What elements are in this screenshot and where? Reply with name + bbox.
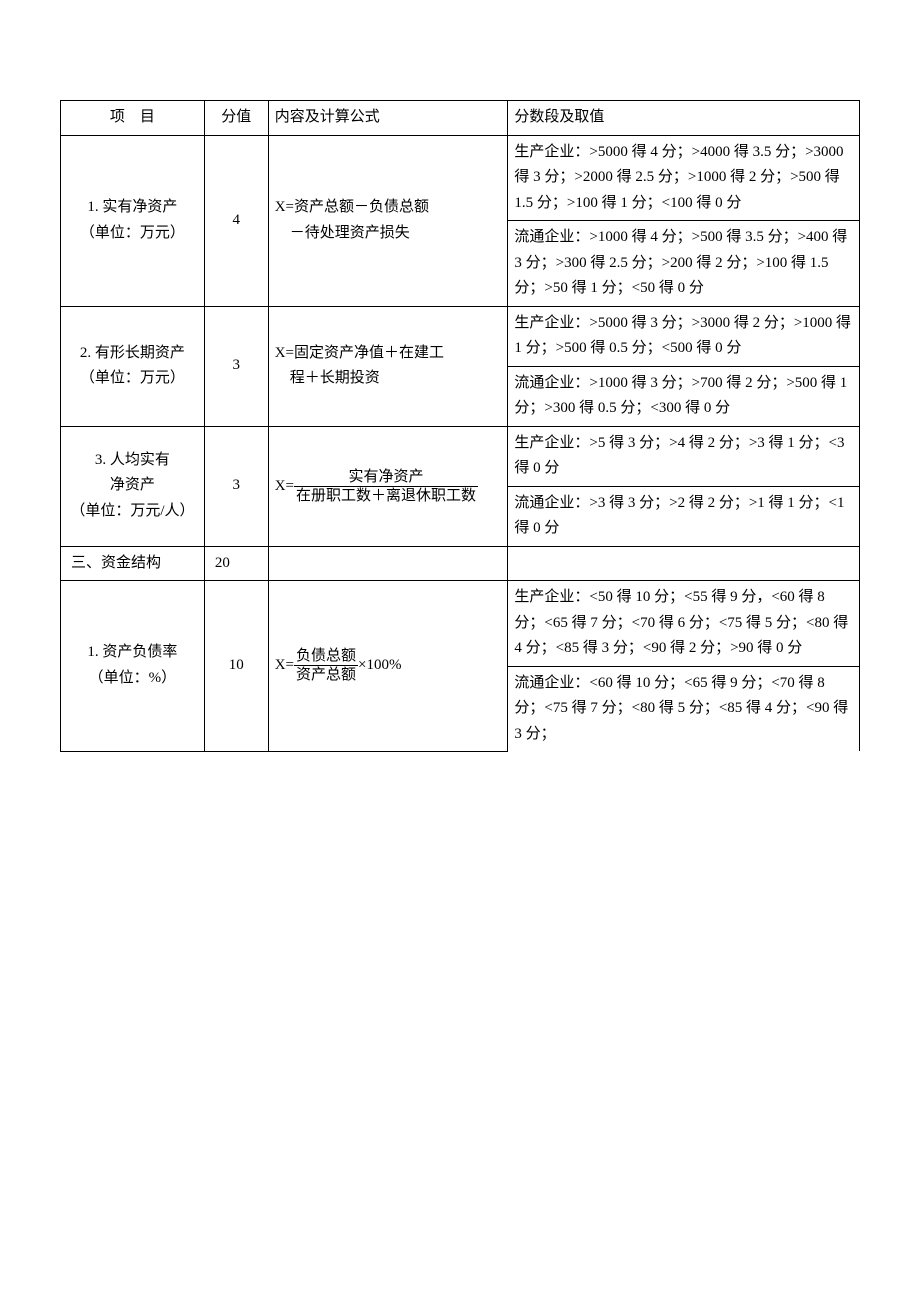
- item-cell: 2. 有形长期资产 （单位：万元）: [61, 306, 205, 426]
- range-cell: 流通企业：<60 得 10 分；<65 得 9 分；<70 得 8 分；<75 …: [508, 666, 860, 751]
- item-text: 3. 人均实有: [95, 452, 170, 468]
- formula-cell: X=固定资产净值＋在建工 程＋长期投资: [268, 306, 508, 426]
- table-row: 2. 有形长期资产 （单位：万元） 3 X=固定资产净值＋在建工 程＋长期投资 …: [61, 306, 860, 366]
- scoring-table: 项 目 分值 内容及计算公式 分数段及取值 1. 实有净资产 （单位：万元） 4…: [60, 100, 860, 752]
- item-unit: （单位：万元）: [80, 370, 185, 386]
- section-range: [508, 546, 860, 581]
- formula-fraction: 实有净资产在册职工数＋离退休职工数: [294, 468, 478, 505]
- item-unit: （单位：%）: [89, 670, 177, 686]
- header-row: 项 目 分值 内容及计算公式 分数段及取值: [61, 101, 860, 136]
- header-score: 分值: [204, 101, 268, 136]
- formula-cell: X=实有净资产在册职工数＋离退休职工数: [268, 426, 508, 546]
- formula-prefix: X=: [275, 657, 294, 673]
- item-cell: 1. 资产负债率 （单位：%）: [61, 581, 205, 752]
- formula-cell: X=资产总额－负债总额 －待处理资产损失: [268, 135, 508, 306]
- item-text: 1. 实有净资产: [87, 199, 177, 215]
- section-row: 三、资金结构 20: [61, 546, 860, 581]
- header-item: 项 目: [61, 101, 205, 136]
- item-unit: （单位：万元/人）: [70, 503, 194, 519]
- score-cell: 4: [204, 135, 268, 306]
- item-cell: 1. 实有净资产 （单位：万元）: [61, 135, 205, 306]
- header-range: 分数段及取值: [508, 101, 860, 136]
- formula-denominator: 在册职工数＋离退休职工数: [294, 487, 478, 505]
- score-cell: 10: [204, 581, 268, 752]
- formula-text: －待处理资产损失: [275, 225, 410, 241]
- range-cell: 生产企业：>5000 得 4 分；>4000 得 3.5 分；>3000 得 3…: [508, 135, 860, 221]
- header-formula: 内容及计算公式: [268, 101, 508, 136]
- range-cell: 流通企业：>3 得 3 分；>2 得 2 分；>1 得 1 分；<1 得 0 分: [508, 486, 860, 546]
- item-text: 2. 有形长期资产: [80, 345, 185, 361]
- table-row: 1. 资产负债率 （单位：%） 10 X=负债总额资产总额×100% 生产企业：…: [61, 581, 860, 667]
- range-cell: 流通企业：>1000 得 4 分；>500 得 3.5 分；>400 得 3 分…: [508, 221, 860, 307]
- formula-suffix: ×100%: [358, 657, 401, 673]
- range-cell: 生产企业：>5000 得 3 分；>3000 得 2 分；>1000 得 1 分…: [508, 306, 860, 366]
- range-cell: 流通企业：>1000 得 3 分；>700 得 2 分；>500 得 1 分；>…: [508, 366, 860, 426]
- section-formula: [268, 546, 508, 581]
- item-cell: 3. 人均实有 净资产 （单位：万元/人）: [61, 426, 205, 546]
- table-row: 1. 实有净资产 （单位：万元） 4 X=资产总额－负债总额 －待处理资产损失 …: [61, 135, 860, 221]
- formula-denominator: 资产总额: [294, 666, 358, 684]
- formula-cell: X=负债总额资产总额×100%: [268, 581, 508, 752]
- score-cell: 3: [204, 306, 268, 426]
- formula-text: 程＋长期投资: [275, 370, 380, 386]
- formula-text: X=固定资产净值＋在建工: [275, 345, 444, 361]
- section-title: 三、资金结构: [61, 546, 205, 581]
- formula-text: X=资产总额－负债总额: [275, 199, 429, 215]
- range-cell: 生产企业：>5 得 3 分；>4 得 2 分；>3 得 1 分；<3 得 0 分: [508, 426, 860, 486]
- item-unit: （单位：万元）: [80, 225, 185, 241]
- item-text: 净资产: [110, 477, 155, 493]
- range-cell: 生产企业：<50 得 10 分；<55 得 9 分，<60 得 8 分；<65 …: [508, 581, 860, 667]
- formula-prefix: X=: [275, 477, 294, 493]
- item-text: 1. 资产负债率: [87, 644, 177, 660]
- formula-numerator: 实有净资产: [294, 468, 478, 487]
- formula-fraction: 负债总额资产总额: [294, 647, 358, 684]
- section-score: 20: [204, 546, 268, 581]
- score-cell: 3: [204, 426, 268, 546]
- table-row: 3. 人均实有 净资产 （单位：万元/人） 3 X=实有净资产在册职工数＋离退休…: [61, 426, 860, 486]
- formula-numerator: 负债总额: [294, 647, 358, 666]
